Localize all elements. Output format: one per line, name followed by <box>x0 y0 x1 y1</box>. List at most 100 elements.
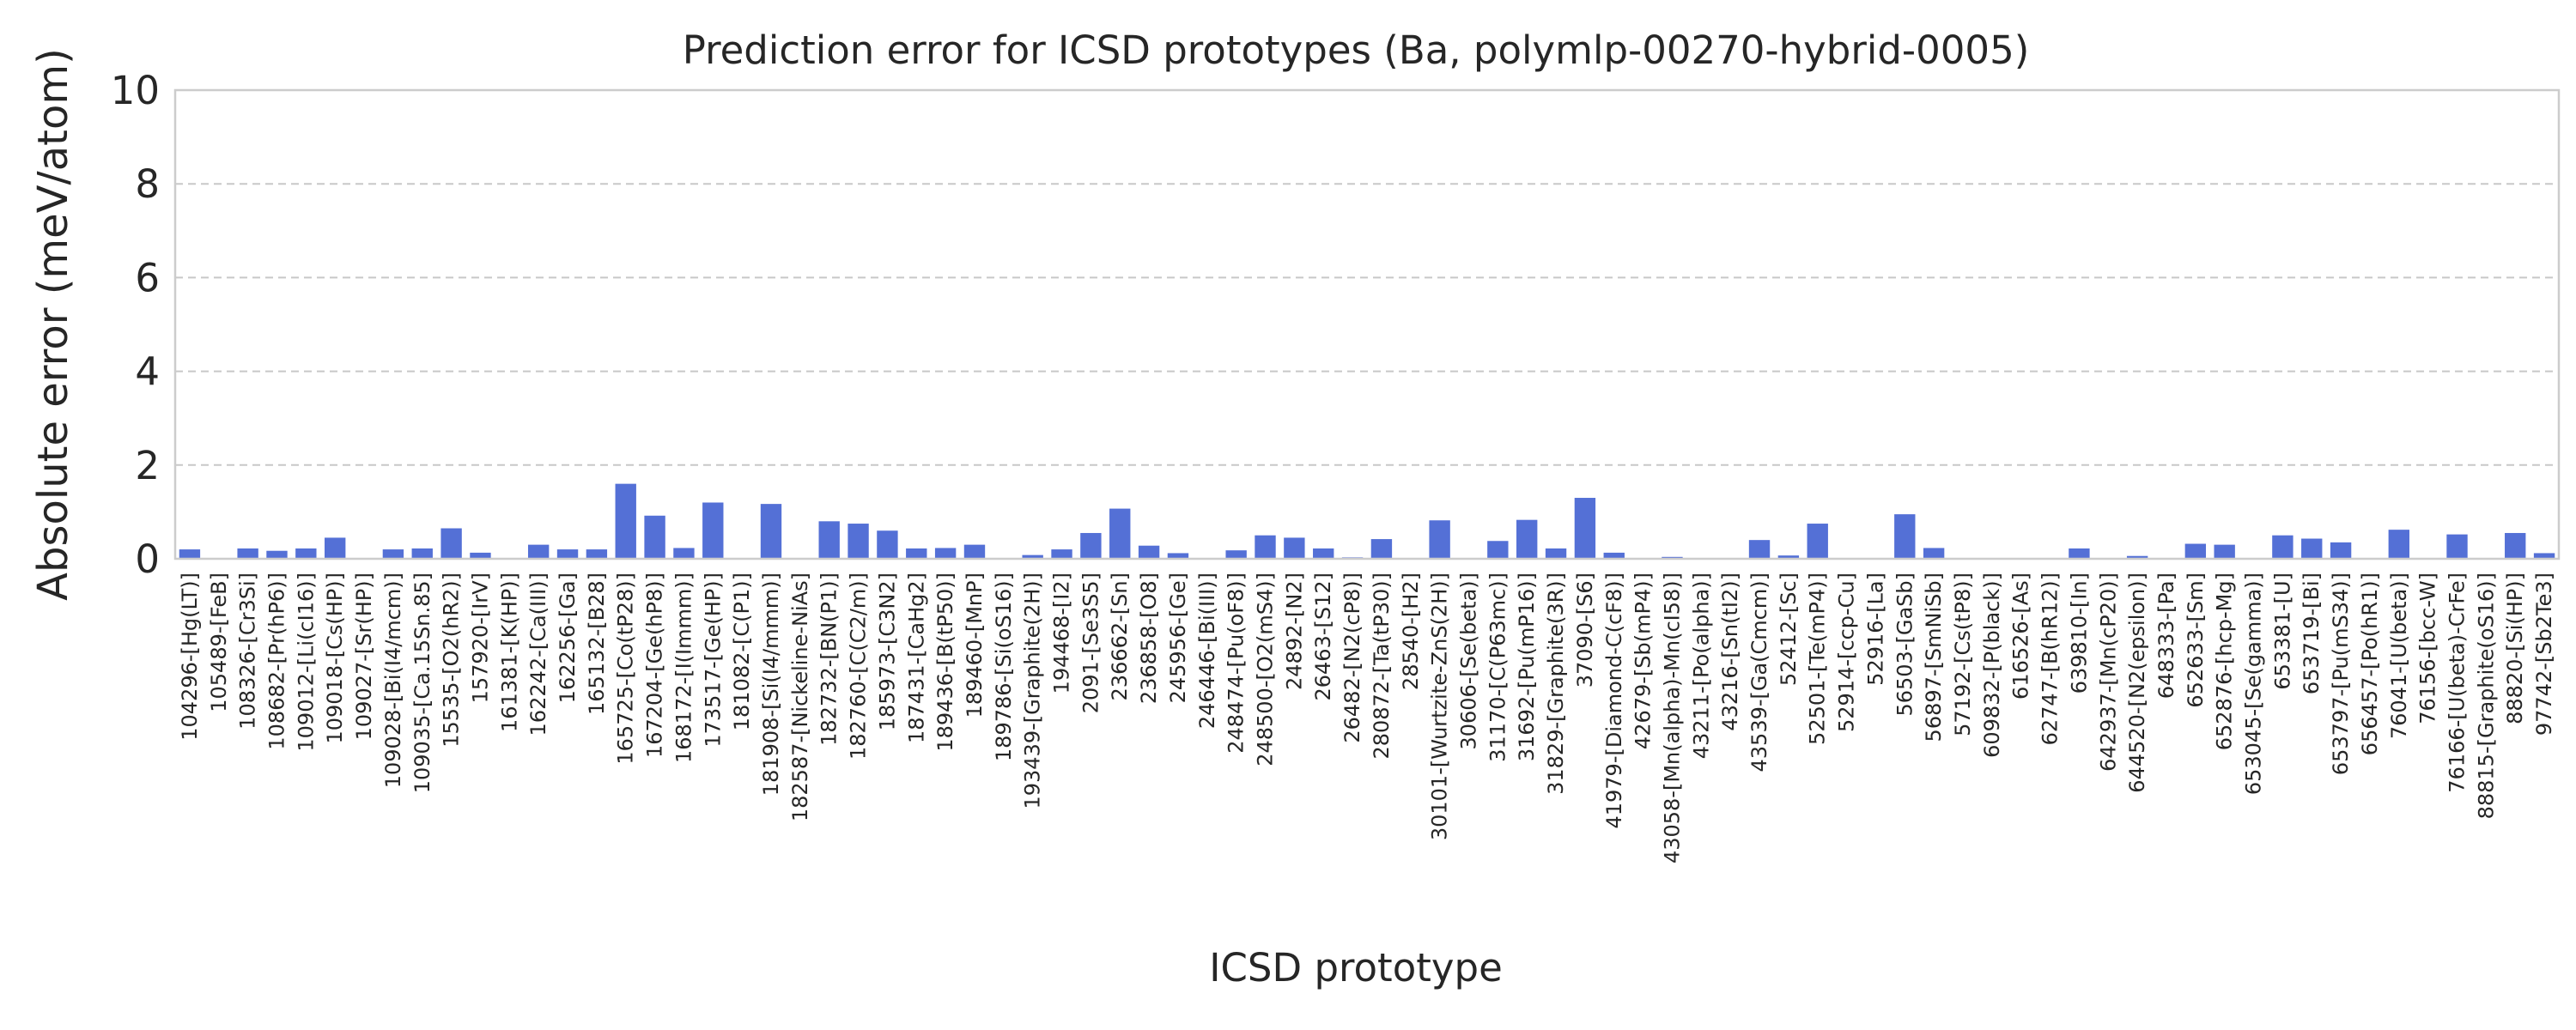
bar <box>586 549 608 559</box>
bar <box>760 504 782 559</box>
bar <box>1225 550 1247 559</box>
x-tick-label: 52916-[La] <box>1863 573 1887 686</box>
x-tick-label: 30101-[Wurtzite-ZnS(2H)] <box>1428 573 1452 840</box>
bar <box>673 548 695 559</box>
x-tick-label: 161381-[K(HP)] <box>497 573 521 732</box>
x-tick-label: 88815-[Graphite(oS16)] <box>2474 573 2498 819</box>
x-tick-label: 248500-[O2(mS4)] <box>1254 573 1278 766</box>
x-tick-label: 104296-[Hg(LT)] <box>178 573 202 741</box>
x-tick-label: 28540-[H2] <box>1399 573 1423 690</box>
x-tick-label: 248474-[Pu(oF8)] <box>1224 573 1249 754</box>
x-tick-label: 52914-[ccp-Cu] <box>1835 573 1859 732</box>
x-tick-label: 653719-[Bi] <box>2300 573 2324 694</box>
x-tick-label: 43058-[Mn(alpha)-Mn(cI58)] <box>1660 573 1684 863</box>
x-tick-label: 639810-[In] <box>2067 573 2091 694</box>
bar <box>1807 524 1828 559</box>
bar <box>1603 552 1625 559</box>
bar <box>1109 508 1131 559</box>
bar <box>963 544 986 559</box>
y-tick-label: 8 <box>135 161 160 207</box>
x-tick-label: 189786-[Si(oS16)] <box>992 573 1016 761</box>
x-tick-label: 31829-[Graphite(3R)] <box>1544 573 1568 795</box>
x-tick-label: 187431-[CaHg2] <box>904 573 928 743</box>
bar <box>2184 543 2207 559</box>
x-tick-label: 88820-[Si(HP)] <box>2503 573 2527 724</box>
x-tick-label: 189460-[MnP] <box>963 573 987 718</box>
x-tick-label: 193439-[Graphite(2H)] <box>1021 573 1045 809</box>
x-tick-label: 185973-[C3N2] <box>875 573 899 730</box>
x-tick-label: 26482-[N2(cP8)] <box>1340 573 1364 743</box>
bar <box>2214 544 2235 559</box>
x-tick-label: 182587-[Nickeline-NiAs] <box>788 573 812 821</box>
x-tick-label: 109018-[Cs(HP)] <box>323 573 347 744</box>
bar <box>1167 553 1189 559</box>
bar <box>877 530 898 559</box>
x-tick-label: 167204-[Ge(hP8)] <box>643 573 667 758</box>
bar <box>2533 553 2555 559</box>
bar <box>1255 535 1276 559</box>
x-tick-label: 194468-[I2] <box>1050 573 1074 694</box>
x-tick-label: 43539-[Ga(Cmcm)] <box>1747 573 1771 772</box>
bar <box>1574 498 1596 559</box>
bar <box>1777 555 1800 559</box>
x-tick-label: 15535-[O2(hR2)] <box>440 573 464 748</box>
x-tick-label: 162256-[Ga] <box>556 573 580 703</box>
x-tick-label: 168172-[I(Immm)] <box>671 573 696 763</box>
bar <box>818 521 840 559</box>
x-tick-label: 105489-[FeB] <box>207 573 231 712</box>
x-tick-label: 653797-[Pu(mS34)] <box>2329 573 2353 775</box>
bar <box>1370 539 1393 559</box>
x-tick-label: 280872-[Ta(tP30)] <box>1370 573 1394 760</box>
x-tick-label: 182760-[C(C2/m)] <box>847 573 871 760</box>
bar <box>1894 514 1916 559</box>
bar <box>1313 548 1334 559</box>
x-tick-label: 236662-[Sn] <box>1108 573 1132 700</box>
bar <box>1051 549 1072 559</box>
x-axis-label: ICSD prototype <box>1209 945 1503 991</box>
y-tick-label: 0 <box>135 536 160 582</box>
x-tick-label: 165725-[Co(tP28)] <box>614 573 638 765</box>
y-tick-label: 10 <box>111 68 160 113</box>
bar <box>1748 540 1771 559</box>
x-tick-label: 37090-[S6] <box>1573 573 1597 688</box>
y-axis-label: Absolute error (meV/atom) <box>29 48 77 601</box>
x-tick-label: 24892-[N2] <box>1282 573 1306 690</box>
x-tick-label: 31170-[C(P63mc)] <box>1485 573 1510 762</box>
x-tick-label: 62747-[B(hR12)] <box>2038 573 2063 745</box>
x-tick-label: 26463-[S12] <box>1311 573 1335 701</box>
bar <box>1284 537 1305 559</box>
x-tick-label: 109028-[Bi(I4/mcm)] <box>381 573 405 788</box>
bar <box>2505 532 2526 559</box>
x-tick-label: 162242-[Ca(III)] <box>526 573 550 736</box>
x-tick-label: 652876-[hcp-Mg] <box>2213 573 2237 750</box>
bar <box>702 502 724 559</box>
y-tick-label: 2 <box>135 443 160 488</box>
x-tick-label: 41979-[Diamond-C(cF8)] <box>1602 573 1626 829</box>
x-tick-label: 109012-[Li(cI16)] <box>294 573 318 752</box>
x-tick-label: 648333-[Pa] <box>2154 573 2178 699</box>
x-tick-label: 76166-[U(beta)-CrFe] <box>2445 573 2470 793</box>
bar <box>2388 530 2409 559</box>
x-tick-label: 97742-[Sb2Te3] <box>2532 573 2556 736</box>
plot-frame <box>173 88 2561 560</box>
bar <box>325 537 346 559</box>
chart-title: Prediction error for ICSD prototypes (Ba… <box>683 27 2030 73</box>
bar <box>470 552 491 559</box>
x-tick-label: 76041-[U(beta)] <box>2387 573 2411 739</box>
bar <box>237 548 258 559</box>
x-tick-label: 31692-[Pu(mP16)] <box>1515 573 1539 761</box>
x-tick-label: 165132-[B28] <box>585 573 609 715</box>
bar <box>848 524 869 559</box>
x-tick-label: 236858-[O8] <box>1137 573 1161 704</box>
y-tick-label: 4 <box>135 349 160 395</box>
x-tick-label: 42679-[Sb(mP4)] <box>1631 573 1656 749</box>
x-tick-label: 181082-[C(P1)] <box>730 573 754 730</box>
y-tick-label: 6 <box>135 255 160 300</box>
bar <box>934 548 957 559</box>
bar <box>527 544 550 559</box>
x-tick-label: 108326-[Cr3Si] <box>236 573 260 730</box>
x-tick-label: 57192-[Cs(tP8)] <box>1951 573 1975 736</box>
bar <box>906 548 927 559</box>
bar <box>411 548 433 559</box>
